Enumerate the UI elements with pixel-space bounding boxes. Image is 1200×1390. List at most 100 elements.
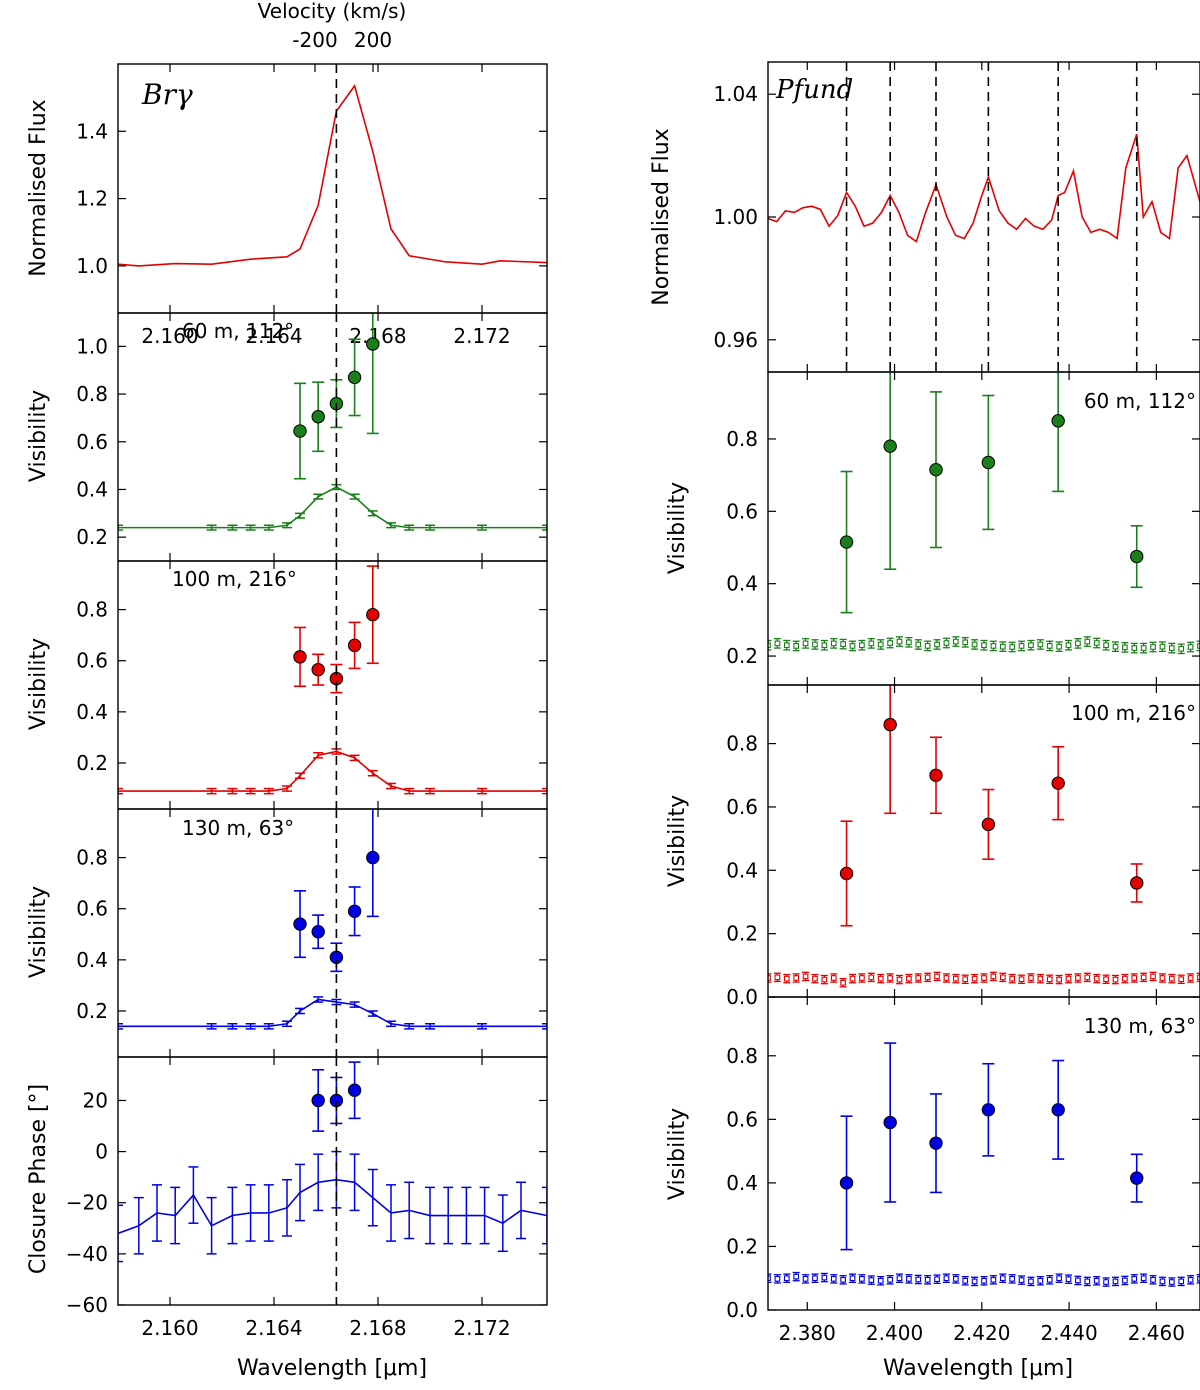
title-brgamma: Brγ: [141, 78, 193, 111]
data-point: [883, 1115, 897, 1130]
ytick-label: 0.0: [726, 985, 758, 1009]
data-point: [1051, 1103, 1065, 1117]
data-point: [347, 1083, 362, 1097]
continuum-marker: [1131, 645, 1138, 651]
continuum-marker: [1112, 643, 1119, 650]
continuum-marker: [783, 642, 790, 649]
continuum-marker: [1075, 975, 1081, 981]
ytick-label: 1.2: [76, 187, 108, 211]
continuum-marker: [1093, 975, 1100, 982]
continuum-marker: [952, 975, 959, 982]
ytick-label: 0.8: [76, 598, 108, 622]
baseline-label-right-2: 100 m, 216°: [1071, 701, 1196, 725]
ylabel-vis-right-3: Visibility: [665, 1108, 690, 1200]
ytick-label: 0.8: [726, 732, 758, 756]
continuum-marker: [859, 1276, 865, 1282]
continuum-marker: [877, 641, 884, 648]
continuum-marker: [1112, 1278, 1119, 1285]
continuum-marker: [812, 975, 818, 982]
continuum-marker: [1046, 1276, 1053, 1283]
continuum-marker: [1122, 1277, 1128, 1284]
continuum-marker: [821, 976, 828, 983]
panel-L2: 0.2 0.4 0.6 0.8: [76, 560, 548, 810]
data-point: [1051, 414, 1065, 428]
continuum-marker: [971, 975, 978, 982]
continuum-marker: [774, 1276, 781, 1282]
continuum-marker: [1140, 1275, 1147, 1282]
continuum-marker: [896, 976, 903, 983]
panel-R1: 0.2 0.4 0.6 0.8: [726, 371, 1200, 686]
continuum-marker: [1009, 1276, 1016, 1282]
xtick-label: 2.380: [779, 1321, 836, 1345]
panel-frame: [117, 560, 548, 810]
continuum-marker: [1056, 643, 1062, 650]
continuum-marker: [943, 975, 950, 981]
plot-area-L4: [118, 1061, 547, 1263]
velocity-ticks: [314, 64, 374, 72]
panel-frame: [767, 996, 1200, 1311]
ytick-label: 1.00: [713, 205, 758, 229]
panel-R0: 0.96 1.00 1.04: [713, 61, 1200, 373]
data-point: [1130, 876, 1144, 890]
data-point: [311, 925, 325, 939]
data-point: [347, 638, 362, 653]
ytick-label: 0.0: [726, 1298, 758, 1322]
continuum-marker: [1131, 975, 1138, 981]
data-point: [981, 817, 996, 832]
continuum-marker: [1093, 1277, 1100, 1284]
series-line: [118, 486, 547, 529]
continuum-marker: [1150, 1276, 1156, 1283]
data-point: [347, 370, 362, 385]
plot-area-R2: [768, 685, 1200, 988]
ytick-label: −20: [66, 1191, 108, 1215]
continuum-marker: [952, 638, 959, 645]
xtick-label: 2.440: [1040, 1321, 1097, 1345]
continuum-marker: [1028, 975, 1034, 981]
ytick-label: 0.2: [726, 644, 758, 668]
plot-area-L3: [118, 809, 547, 1030]
ytick-label: 0.6: [726, 499, 758, 523]
continuum-marker: [840, 979, 846, 986]
continuum-marker: [981, 1277, 987, 1284]
continuum-marker: [1103, 642, 1109, 649]
velocity-tick-neg: -200: [292, 28, 337, 52]
continuum-marker: [1056, 976, 1062, 983]
data-point: [293, 424, 307, 438]
panel-frame: [767, 61, 1200, 373]
continuum-marker: [868, 640, 875, 647]
ytick-label: 0.4: [726, 572, 758, 596]
continuum-marker: [999, 1275, 1006, 1282]
continuum-marker: [999, 643, 1006, 650]
continuum-marker: [990, 973, 997, 980]
continuum-marker: [924, 643, 931, 649]
continuum-marker: [1103, 1279, 1109, 1285]
data-point: [1130, 549, 1144, 564]
ytick-label: 20: [83, 1088, 108, 1112]
plot-area-R1: [768, 372, 1200, 655]
baseline-label-right-1: 60 m, 112°: [1084, 389, 1196, 413]
continuum-marker: [1037, 975, 1044, 982]
continuum-marker: [877, 975, 884, 982]
continuum-marker: [1075, 640, 1081, 647]
continuum-marker: [849, 975, 856, 982]
continuum-marker: [915, 641, 922, 648]
baseline-label-left-1: 60 m, 112°: [182, 319, 294, 343]
continuum-marker: [1103, 976, 1109, 983]
baseline-label-left-2: 100 m, 216°: [172, 567, 297, 591]
continuum-marker: [821, 1274, 828, 1281]
data-point: [366, 850, 380, 865]
continuum-marker: [1056, 1275, 1062, 1282]
continuum-marker: [981, 642, 987, 649]
continuum-marker: [774, 640, 781, 647]
ytick-label: 0.96: [713, 328, 758, 352]
continuum-marker: [830, 640, 837, 647]
baseline-label-right-3: 130 m, 63°: [1084, 1014, 1196, 1038]
ytick-label: 0.2: [76, 999, 108, 1023]
ytick-label: 0.2: [726, 1234, 758, 1258]
ytick-label: 1.0: [76, 334, 108, 358]
xtick-label: 2.172: [453, 1316, 510, 1340]
panel-R2: 0.0 0.2 0.4 0.6 0.8: [726, 684, 1200, 1009]
continuum-marker: [840, 641, 846, 647]
continuum-marker: [859, 642, 865, 649]
ytick-label: 0.2: [76, 751, 108, 775]
